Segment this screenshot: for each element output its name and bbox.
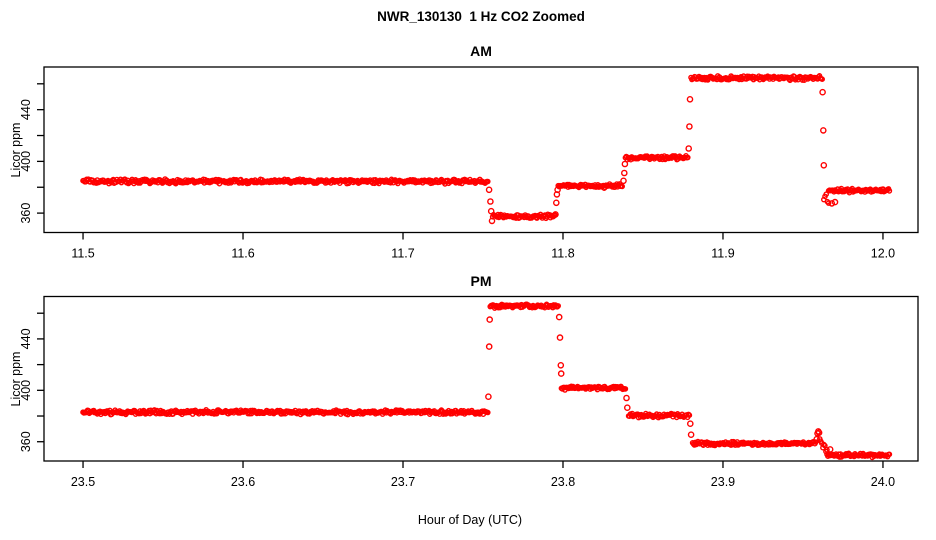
x-tick-label: 23.9 (711, 475, 735, 489)
am-panel-plot-area: 11.5 11.6 11.7 11.8 11.9 12.0 360 400 440 (19, 66, 919, 261)
x-tick-label: 11.9 (711, 247, 734, 261)
x-tick-label: 11.8 (551, 247, 574, 261)
x-tick-label: 11.5 (71, 247, 94, 261)
x-tick-label: 23.8 (551, 475, 575, 489)
am-panel-title: AM (470, 43, 492, 59)
pm-panel-title: PM (471, 273, 492, 289)
pm-panel-plot-area: 23.5 23.6 23.7 23.8 23.9 24.0 360 400 440 (19, 295, 919, 489)
data-points (80, 73, 893, 225)
y-tick-label: 440 (19, 328, 33, 349)
y-tick-label: 360 (19, 431, 33, 452)
x-tick-label: 23.7 (391, 475, 415, 489)
x-tick-label: 24.0 (871, 475, 895, 489)
x-tick-label: 23.6 (231, 475, 255, 489)
pm-y-axis-label: Licor ppm (9, 352, 23, 407)
y-tick-label: 400 (19, 151, 33, 172)
am-y-axis-label: Licor ppm (9, 123, 23, 178)
x-tick-label: 12.0 (871, 247, 895, 261)
y-tick-label: 400 (19, 380, 33, 401)
y-tick-label: 440 (19, 99, 33, 120)
x-tick-label: 11.7 (391, 247, 414, 261)
plot-box (43, 66, 919, 234)
plot-box (43, 295, 919, 462)
x-tick-label: 23.5 (71, 475, 95, 489)
x-axis-label: Hour of Day (UTC) (418, 513, 522, 527)
y-tick-label: 360 (19, 203, 33, 224)
x-tick-label: 11.6 (231, 247, 254, 261)
figure-title: NWR_130130 1 Hz CO2 Zoomed (377, 9, 585, 24)
data-points (80, 301, 893, 461)
